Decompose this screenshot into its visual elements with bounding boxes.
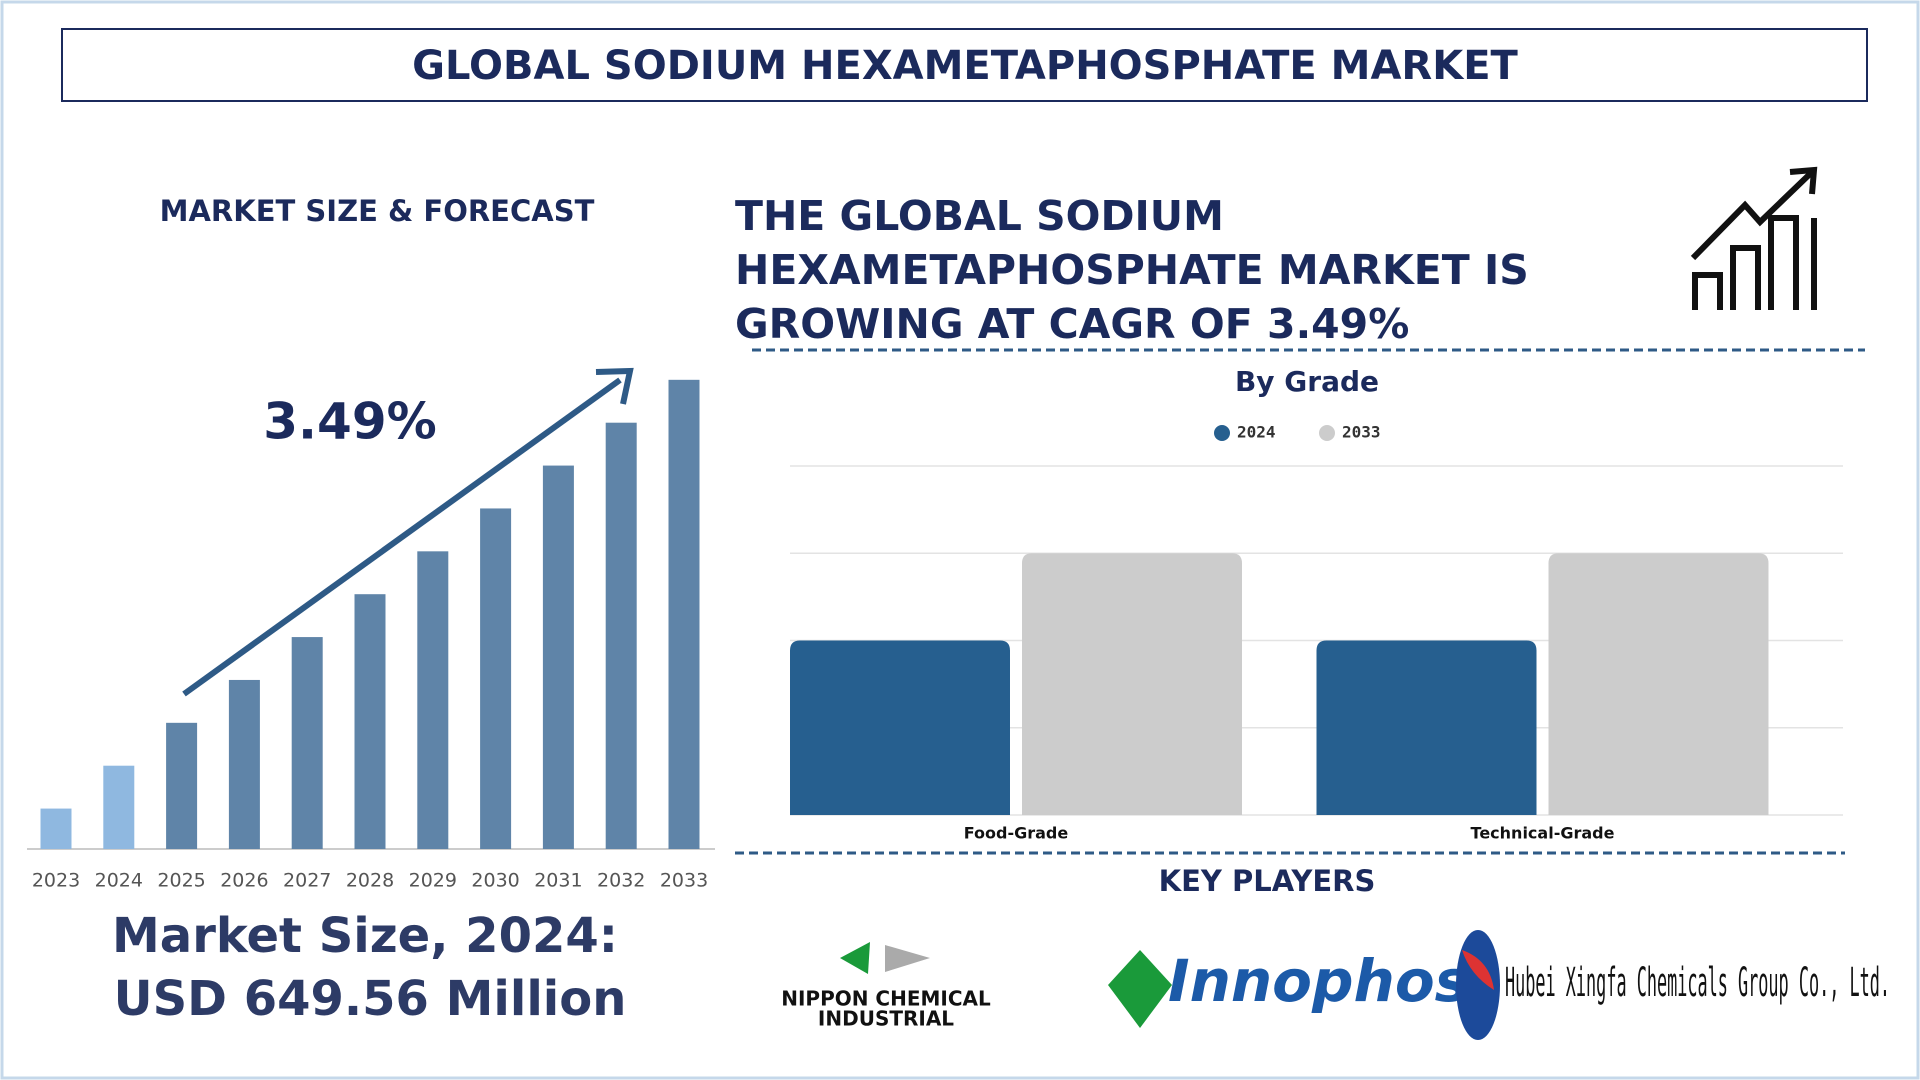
- bar: [1316, 640, 1537, 815]
- headline-line: GROWING AT CAGR OF 3.49%: [735, 300, 1409, 348]
- cagr-label: 3.49%: [263, 393, 436, 451]
- bar: [790, 640, 1010, 815]
- bar: [1022, 553, 1242, 815]
- legend-swatch: [1214, 425, 1230, 441]
- trend-arrow: [182, 377, 622, 697]
- bar: [354, 594, 386, 849]
- logo-text: Hubei Xingfa Chemicals Group Co., Ltd.: [1505, 960, 1890, 1006]
- x-tick-label: 2023: [32, 870, 80, 892]
- headline-line: HEXAMETAPHOSPHATE MARKET IS: [735, 246, 1529, 294]
- growth-icon: [1690, 166, 1818, 310]
- headline-line: THE GLOBAL SODIUM: [735, 192, 1224, 240]
- x-tick-label: 2033: [660, 870, 708, 892]
- x-tick-label: 2032: [597, 870, 645, 892]
- x-tick-label: Food-Grade: [964, 824, 1069, 843]
- bar: [40, 808, 72, 849]
- market-size-line: USD 649.56 Million: [114, 971, 627, 1027]
- x-tick-label: 2024: [95, 870, 143, 892]
- left-heading: MARKET SIZE & FORECAST: [160, 194, 595, 228]
- bar: [228, 679, 260, 849]
- logo-hubei: Hubei Xingfa Chemicals Group Co., Ltd.: [1456, 930, 1890, 1040]
- logo-nippon: NIPPON CHEMICAL INDUSTRIAL: [781, 942, 991, 1031]
- logo-innophos: Innophos: [1108, 947, 1469, 1028]
- x-tick-label: 2027: [283, 870, 331, 892]
- x-tick-label: 2029: [409, 870, 457, 892]
- x-tick-label: 2026: [220, 870, 268, 892]
- logo-text: INDUSTRIAL: [818, 1007, 954, 1031]
- page-title: GLOBAL SODIUM HEXAMETAPHOSPHATE MARKET: [412, 43, 1518, 89]
- bar: [542, 465, 574, 849]
- title-box: [61, 28, 1868, 102]
- logo-text: Innophos: [1168, 947, 1469, 1015]
- bar: [668, 379, 700, 849]
- legend-label: 2033: [1342, 423, 1381, 442]
- bar: [103, 765, 135, 849]
- legend-label: 2024: [1237, 423, 1276, 442]
- bar: [1548, 553, 1769, 815]
- market-size-line: Market Size, 2024:: [112, 908, 618, 964]
- x-tick-label: 2030: [471, 870, 519, 892]
- x-tick-label: 2025: [157, 870, 205, 892]
- legend-swatch: [1319, 425, 1335, 441]
- bar: [417, 551, 449, 849]
- trend-arrow-head: [595, 367, 634, 405]
- chart-title: By Grade: [1235, 365, 1379, 398]
- x-tick-label: 2028: [346, 870, 394, 892]
- logo-text: NIPPON CHEMICAL: [781, 987, 991, 1011]
- x-tick-label: 2031: [534, 870, 582, 892]
- key-players-heading: KEY PLAYERS: [1159, 864, 1376, 898]
- bar: [480, 508, 512, 849]
- x-tick-label: Technical-Grade: [1471, 824, 1615, 843]
- bar: [291, 637, 323, 849]
- bar: [166, 722, 198, 849]
- bar: [605, 422, 637, 849]
